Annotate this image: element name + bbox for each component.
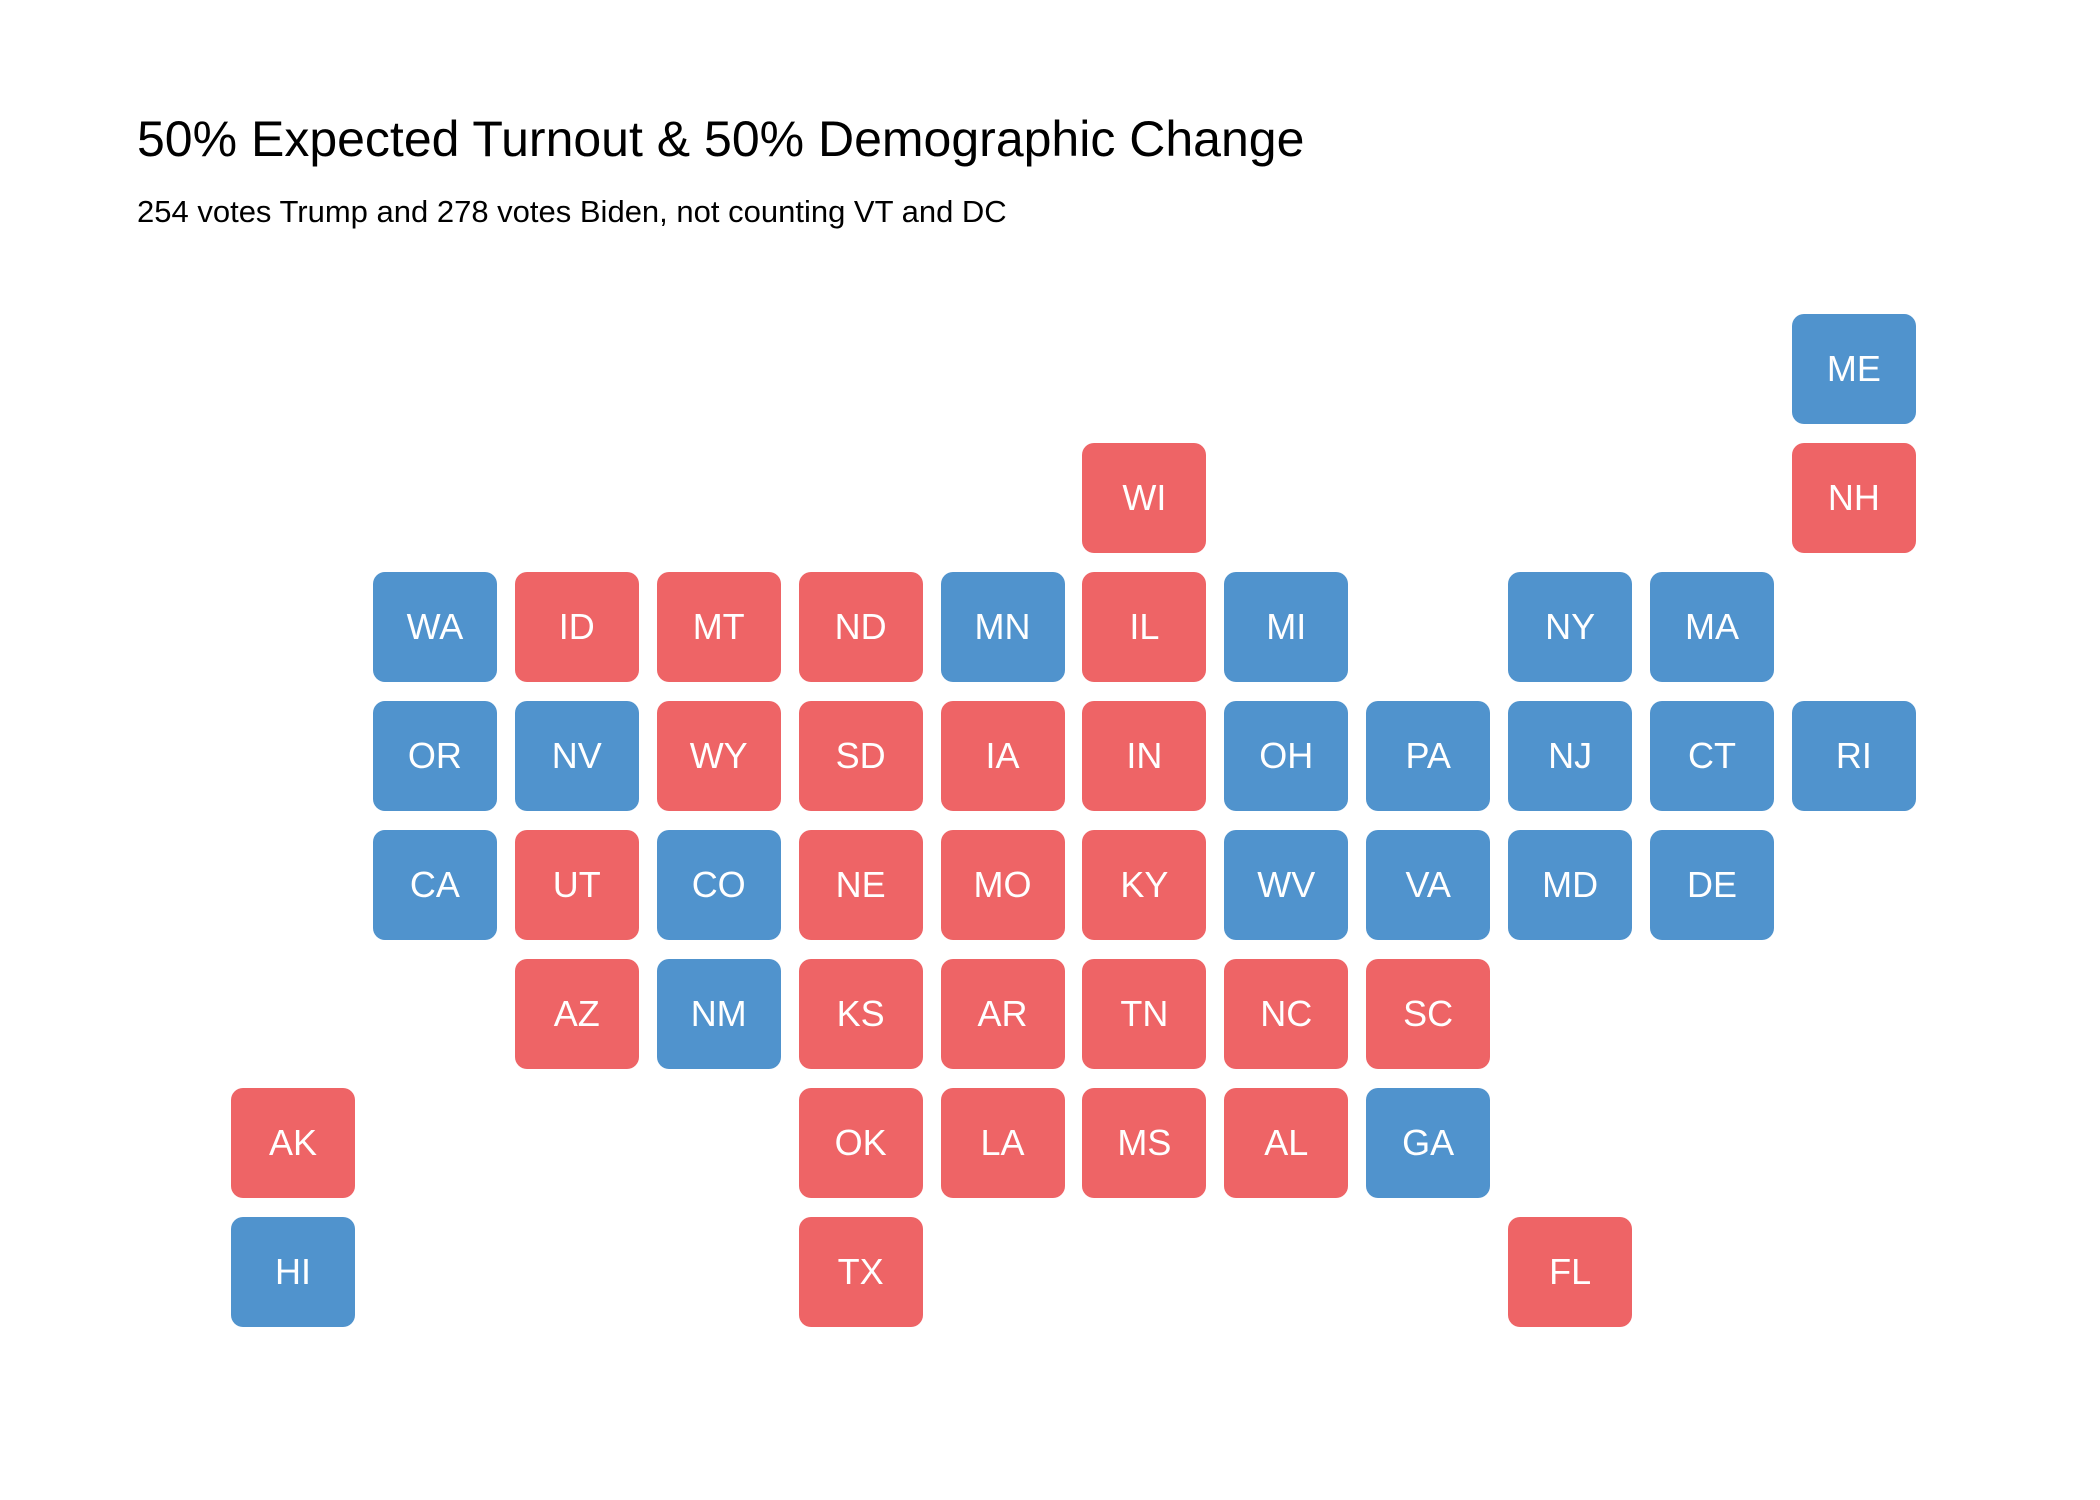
chart-title: 50% Expected Turnout & 50% Demographic C… <box>137 111 1305 167</box>
state-tile-nj: NJ <box>1508 701 1633 811</box>
state-tile-ut: UT <box>514 830 639 940</box>
state-tile-il: IL <box>1082 572 1207 682</box>
state-tile-me: ME <box>1791 314 1916 424</box>
state-tile-la: LA <box>940 1088 1065 1198</box>
state-tile-sd: SD <box>798 701 923 811</box>
state-tile-tx: TX <box>798 1217 923 1327</box>
state-tile-ma: MA <box>1650 572 1774 682</box>
state-tile-ct: CT <box>1650 701 1774 811</box>
state-tile-ca: CA <box>372 830 497 940</box>
state-tile-md: MD <box>1508 830 1633 940</box>
state-tile-mn: MN <box>940 572 1065 682</box>
state-tile-co: CO <box>656 830 781 940</box>
state-tile-nd: ND <box>798 572 923 682</box>
chart-subtitle: 254 votes Trump and 278 votes Biden, not… <box>137 194 1007 229</box>
state-tile-or: OR <box>372 701 497 811</box>
state-tile-pa: PA <box>1366 701 1491 811</box>
state-tile-in: IN <box>1082 701 1207 811</box>
state-tile-wa: WA <box>372 572 497 682</box>
state-tile-hi: HI <box>231 1217 355 1327</box>
state-tile-ky: KY <box>1082 830 1207 940</box>
state-tile-mi: MI <box>1224 572 1349 682</box>
state-tile-sc: SC <box>1366 959 1491 1069</box>
state-tile-ms: MS <box>1082 1088 1207 1198</box>
state-tile-ri: RI <box>1791 701 1916 811</box>
state-tile-al: AL <box>1224 1088 1349 1198</box>
state-tile-ia: IA <box>940 701 1065 811</box>
state-tile-tn: TN <box>1082 959 1207 1069</box>
state-tile-nm: NM <box>656 959 781 1069</box>
state-tile-ks: KS <box>798 959 923 1069</box>
state-tile-ny: NY <box>1508 572 1633 682</box>
state-tile-ar: AR <box>940 959 1065 1069</box>
state-tile-ak: AK <box>231 1088 355 1198</box>
state-tile-ok: OK <box>798 1088 923 1198</box>
state-tile-ne: NE <box>798 830 923 940</box>
state-tile-fl: FL <box>1508 1217 1633 1327</box>
state-tile-az: AZ <box>514 959 639 1069</box>
state-tile-oh: OH <box>1224 701 1349 811</box>
state-tile-nh: NH <box>1791 443 1916 553</box>
state-tile-mt: MT <box>656 572 781 682</box>
state-tile-mo: MO <box>940 830 1065 940</box>
state-tile-va: VA <box>1366 830 1491 940</box>
state-tile-nc: NC <box>1224 959 1349 1069</box>
state-tile-de: DE <box>1650 830 1774 940</box>
state-tile-nv: NV <box>514 701 639 811</box>
state-tile-ga: GA <box>1366 1088 1491 1198</box>
state-tile-wy: WY <box>656 701 781 811</box>
state-tile-id: ID <box>514 572 639 682</box>
state-tile-wi: WI <box>1082 443 1207 553</box>
state-tile-wv: WV <box>1224 830 1349 940</box>
